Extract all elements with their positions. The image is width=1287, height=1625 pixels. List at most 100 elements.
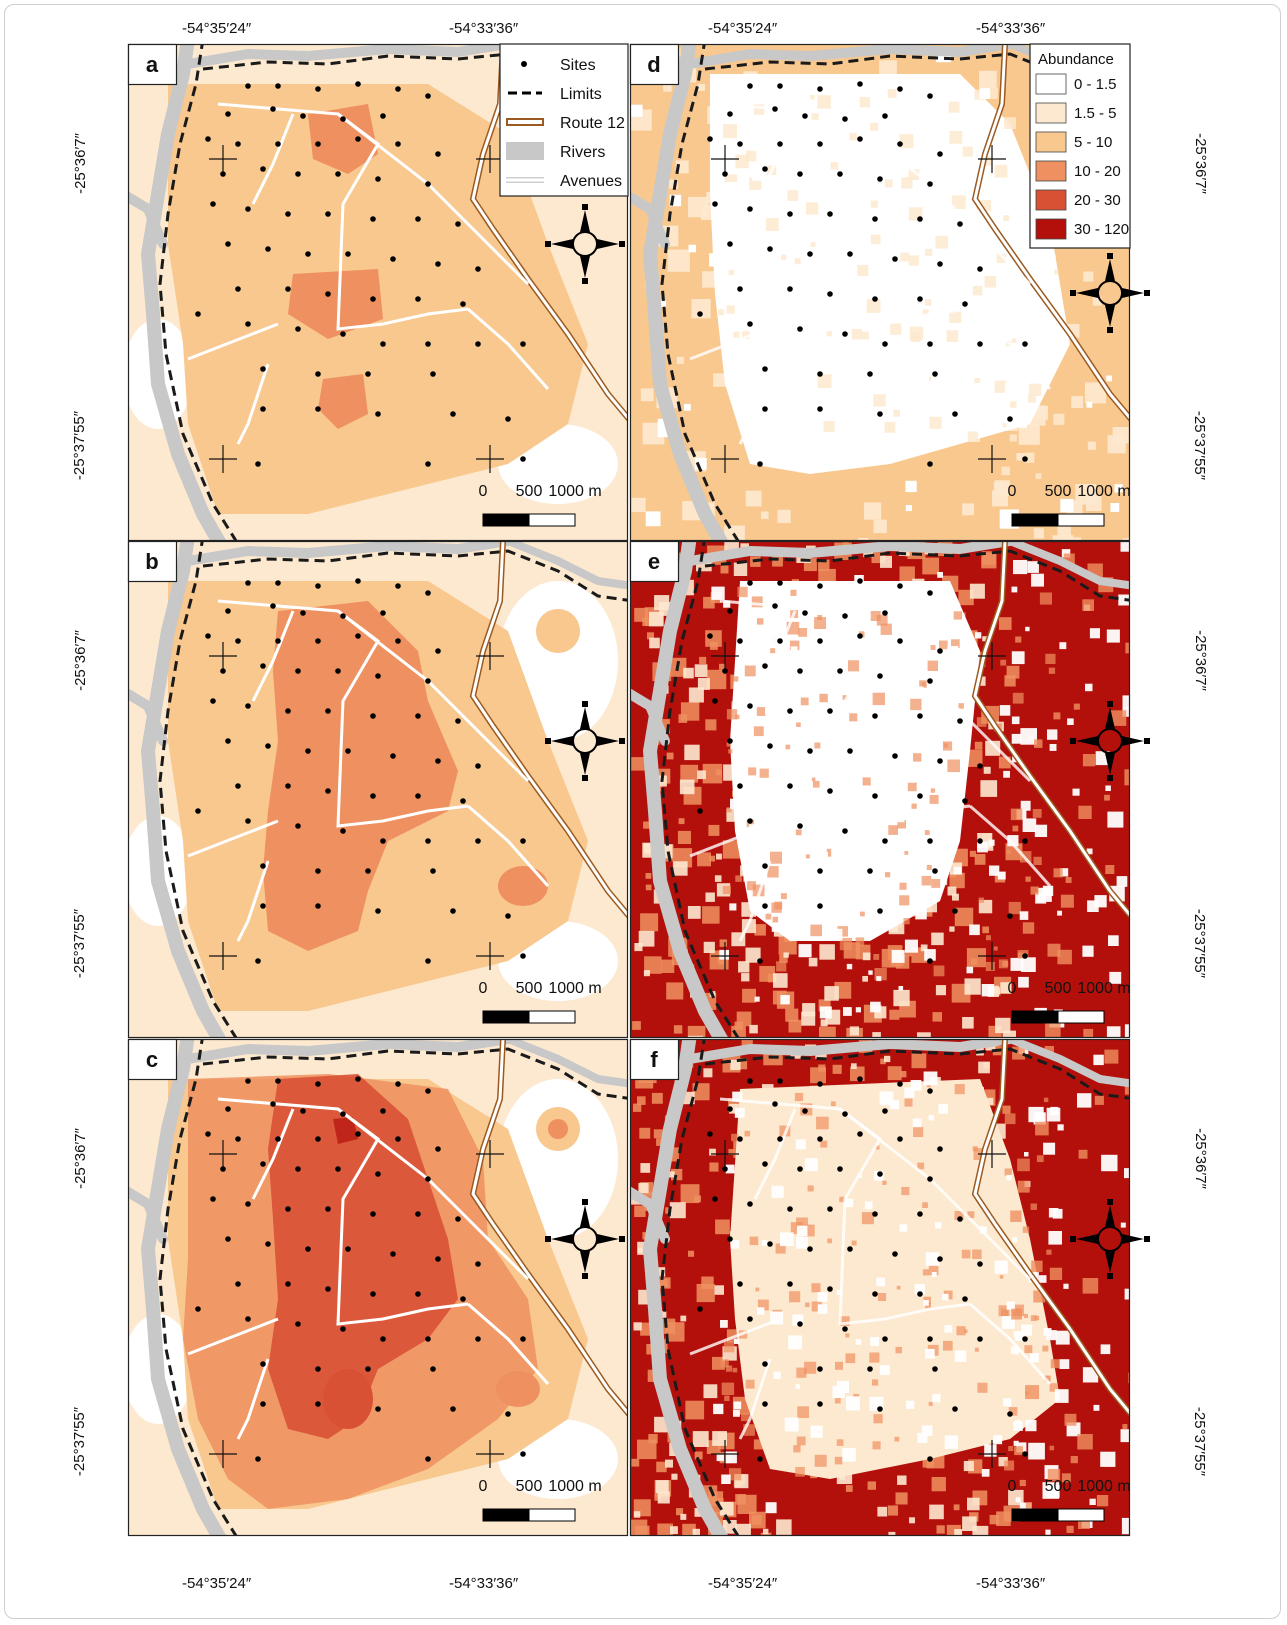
compass-rose-icon <box>545 1199 625 1279</box>
site-point <box>270 603 276 609</box>
texture-patch <box>1007 835 1019 847</box>
texture-patch <box>669 1202 686 1219</box>
site-point <box>265 246 271 252</box>
texture-patch <box>1046 1330 1057 1341</box>
texture-patch <box>745 490 762 507</box>
texture-patch <box>709 855 715 862</box>
texture-patch <box>719 1501 734 1516</box>
site-point <box>962 1296 968 1302</box>
compass-arrow <box>597 736 619 746</box>
site-point <box>797 326 803 332</box>
texture-patch <box>1021 957 1036 972</box>
site-point <box>787 211 793 217</box>
compass-ring <box>1097 1226 1123 1252</box>
texture-patch <box>954 907 974 927</box>
river-main <box>643 44 729 541</box>
avenue <box>251 610 295 702</box>
texture-patch <box>1057 949 1072 965</box>
texture-patch <box>1002 1030 1016 1038</box>
texture-patch <box>783 952 789 958</box>
graticule-cross <box>209 145 237 173</box>
texture-patch <box>723 1341 735 1353</box>
site-point <box>747 818 753 824</box>
compass-tip <box>582 1199 588 1205</box>
texture-patch <box>757 618 764 625</box>
river-branch <box>128 1186 168 1244</box>
texture-patch <box>888 1531 896 1536</box>
texture-patch <box>715 1219 730 1235</box>
texture-patch <box>753 104 765 115</box>
site-point <box>1022 1336 1028 1342</box>
texture-patch <box>948 101 960 113</box>
site-point <box>415 216 421 222</box>
texture-patch <box>714 1285 724 1295</box>
texture-patch <box>638 1182 649 1194</box>
site-point <box>747 321 753 327</box>
scale-label: 1000 m <box>548 483 601 500</box>
texture-patch <box>702 906 720 924</box>
texture-patch <box>863 502 882 520</box>
limits-west <box>660 1039 740 1536</box>
site-point <box>430 1366 436 1372</box>
texture-patch <box>756 707 766 716</box>
map-panel-c: c 0 500 1000 m <box>127 1038 629 1537</box>
scale-label: 1000 m <box>1077 1478 1130 1495</box>
site-point <box>802 610 808 616</box>
texture-patch <box>1025 626 1030 632</box>
site-point <box>425 1088 431 1094</box>
texture-patch <box>929 794 939 804</box>
site-point <box>355 578 361 584</box>
site-point <box>712 1196 718 1202</box>
texture-patch <box>653 1129 663 1139</box>
site-point <box>455 1216 461 1222</box>
site-point <box>817 141 823 147</box>
compass-tip <box>619 738 625 744</box>
site-point <box>962 301 968 307</box>
texture-patch <box>826 331 832 337</box>
site-point <box>1022 838 1028 844</box>
texture-patch <box>928 821 938 831</box>
texture-patch <box>759 768 769 778</box>
texture-patch <box>1085 382 1106 404</box>
texture-patch <box>910 698 922 711</box>
texture-patch <box>900 252 910 262</box>
texture-patch <box>913 1126 924 1137</box>
route-12-fill <box>471 44 628 421</box>
texture-patch <box>726 742 731 747</box>
texture-patch <box>1045 653 1056 664</box>
texture-patch <box>994 1260 1008 1274</box>
site-point <box>727 241 733 247</box>
river-north <box>183 44 513 69</box>
texture-patch <box>726 709 738 720</box>
texture-patch <box>862 777 871 786</box>
compass-tip <box>1144 738 1150 744</box>
texture-patch <box>1059 1359 1070 1369</box>
texture-patch <box>741 1412 750 1422</box>
map-surface <box>128 1039 628 1536</box>
site-point <box>857 633 863 639</box>
texture-patch <box>942 1293 949 1301</box>
site-point <box>435 261 441 267</box>
site-point <box>927 1336 933 1342</box>
texture-patch <box>872 692 885 706</box>
texture-patch <box>709 642 718 650</box>
texture-patch <box>817 615 823 620</box>
texture-patch <box>1010 1346 1019 1355</box>
site-point <box>722 668 728 674</box>
river-north <box>183 541 513 566</box>
panel-label-box <box>127 540 178 583</box>
texture-patch <box>633 1103 642 1112</box>
site-point <box>305 1246 311 1252</box>
site-point <box>707 633 713 639</box>
site-point <box>205 1131 211 1137</box>
scale-bar-white <box>1057 513 1105 527</box>
texture-patch <box>1034 739 1043 748</box>
texture-patch <box>836 769 844 777</box>
texture-patch <box>977 841 988 853</box>
site-point <box>335 171 341 177</box>
site-point <box>927 1456 933 1462</box>
texture-patch <box>748 767 757 776</box>
texture-patch <box>922 1456 934 1468</box>
texture-patch <box>964 978 981 995</box>
avenue <box>838 609 971 828</box>
